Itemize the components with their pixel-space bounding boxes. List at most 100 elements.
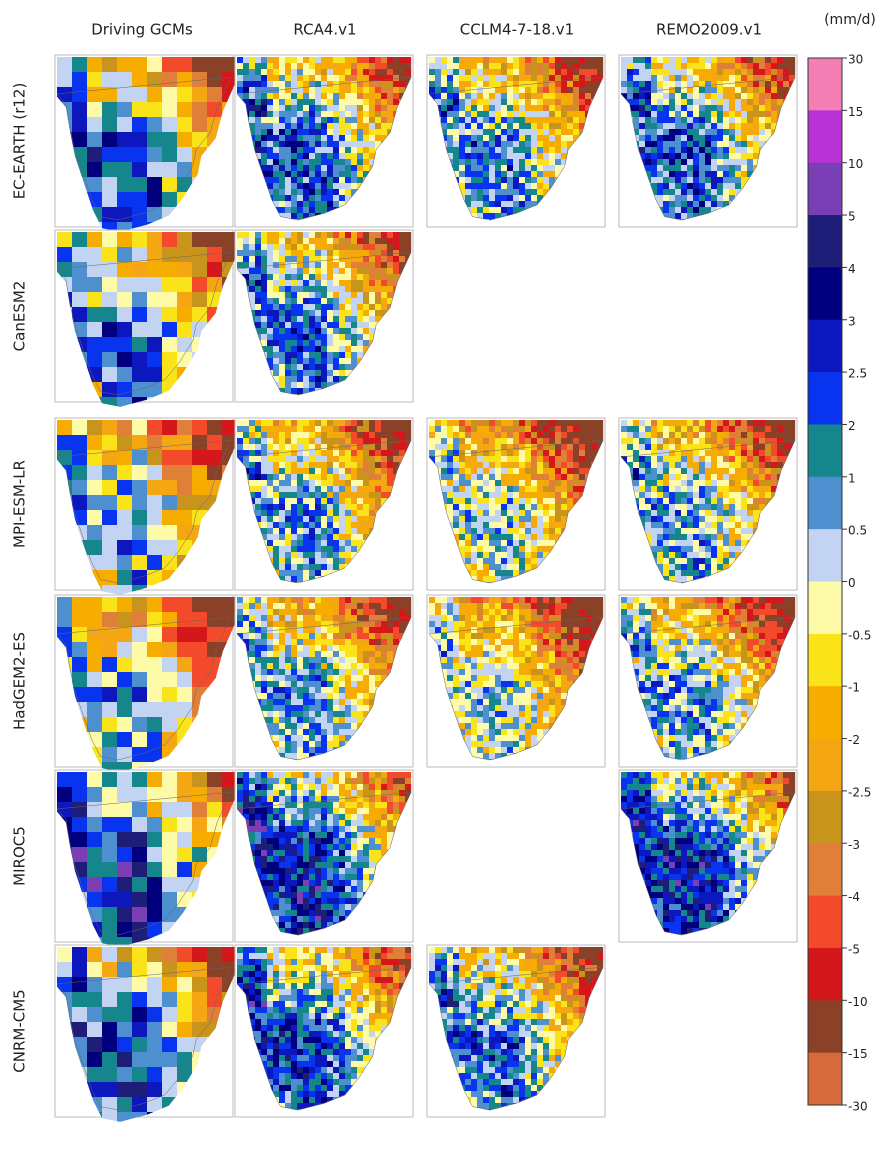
map-pixel	[549, 63, 555, 69]
map-pixel	[525, 456, 531, 462]
map-pixel	[87, 262, 102, 277]
map-pixel	[675, 123, 681, 129]
map-pixel	[711, 183, 717, 189]
map-pixel	[87, 420, 102, 435]
map-pixel	[489, 189, 495, 195]
map-pixel	[441, 93, 447, 99]
colorbar-label: 30	[848, 53, 863, 67]
map-pixel	[513, 420, 519, 426]
map-pixel	[483, 444, 489, 450]
map-pixel	[465, 492, 471, 498]
map-pixel	[351, 268, 357, 274]
map-pixel	[447, 123, 453, 129]
map-pixel	[303, 420, 309, 426]
map-pixel	[429, 450, 435, 456]
map-pixel	[465, 135, 471, 141]
map-pixel	[759, 69, 765, 75]
map-pixel	[132, 132, 147, 147]
map-pixel	[477, 159, 483, 165]
map-pixel	[507, 69, 513, 75]
map-pixel	[57, 57, 72, 72]
map-pixel	[477, 486, 483, 492]
map-pixel	[309, 528, 315, 534]
column-header: Driving GCMs	[91, 21, 193, 39]
map-pixel	[717, 69, 723, 75]
map-pixel	[261, 57, 267, 63]
map-pixel	[327, 358, 333, 364]
map-pixel	[351, 316, 357, 322]
map-pixel	[87, 480, 102, 495]
map-pixel	[285, 534, 291, 540]
map-pixel	[543, 123, 549, 129]
map-pixel	[237, 57, 243, 63]
map-pixel	[363, 262, 369, 268]
map-pixel	[573, 129, 579, 135]
map-pixel	[291, 498, 297, 504]
map-pixel	[87, 352, 102, 367]
map-pixel	[501, 480, 507, 486]
map-pixel	[681, 123, 687, 129]
map-pixel	[495, 462, 501, 468]
map-pixel	[243, 69, 249, 75]
map-pixel	[333, 322, 339, 328]
map-pixel	[345, 432, 351, 438]
map-pixel	[291, 207, 297, 213]
map-pixel	[267, 328, 273, 334]
map-pixel	[117, 177, 132, 192]
map-pixel	[279, 183, 285, 189]
map-pixel	[243, 238, 249, 244]
map-pixel	[87, 495, 102, 510]
map-pixel	[315, 147, 321, 153]
map-pixel	[192, 57, 207, 72]
map-pixel	[285, 364, 291, 370]
map-pixel	[459, 432, 465, 438]
map-pixel	[531, 105, 537, 111]
map-pixel	[351, 280, 357, 286]
map-pixel	[327, 528, 333, 534]
map-pixel	[363, 93, 369, 99]
map-pixel	[579, 57, 585, 63]
map-pixel	[303, 201, 309, 207]
map-pixel	[489, 129, 495, 135]
map-pixel	[681, 63, 687, 69]
map-pixel	[369, 504, 375, 510]
map-pixel	[303, 250, 309, 256]
colorbar-label: 5	[848, 210, 856, 224]
map-pixel	[459, 450, 465, 456]
map-pixel	[357, 522, 363, 528]
map-pixel	[351, 99, 357, 105]
map-pixel	[255, 510, 261, 516]
map-pixel	[531, 450, 537, 456]
map-pixel	[321, 552, 327, 558]
map-pixel	[327, 328, 333, 334]
map-pixel	[273, 129, 279, 135]
map-pixel	[669, 111, 675, 117]
map-pixel	[387, 69, 393, 75]
map-pixel	[567, 117, 573, 123]
map-pixel	[303, 286, 309, 292]
map-pixel	[327, 546, 333, 552]
map-pixel	[273, 546, 279, 552]
map-pixel	[717, 159, 723, 165]
map-pixel	[663, 81, 669, 87]
map-pixel	[507, 189, 513, 195]
map-pixel	[237, 450, 243, 456]
map-pixel	[483, 87, 489, 93]
map-pixel	[261, 298, 267, 304]
map-pixel	[267, 516, 273, 522]
map-pixel	[375, 111, 381, 117]
map-pixel	[261, 480, 267, 486]
map-pixel	[513, 69, 519, 75]
map-pixel	[573, 123, 579, 129]
map-pixel	[381, 492, 387, 498]
map-pixel	[333, 426, 339, 432]
map-pixel	[132, 117, 147, 132]
map-pixel	[303, 316, 309, 322]
map-pixel	[279, 438, 285, 444]
map-pixel	[495, 129, 501, 135]
map-pixel	[705, 201, 711, 207]
map-pixel	[333, 129, 339, 135]
map-pixel	[261, 516, 267, 522]
map-pixel	[87, 277, 102, 292]
map-pixel	[381, 462, 387, 468]
